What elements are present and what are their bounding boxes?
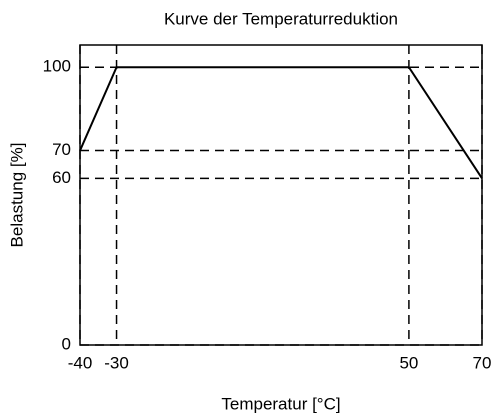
y-tick-label: 60 <box>52 168 71 187</box>
x-tick-label: -30 <box>104 353 129 372</box>
x-tick-label: -40 <box>68 353 93 372</box>
y-tick-label: 100 <box>43 57 71 76</box>
x-tick-label: 70 <box>473 353 492 372</box>
y-axis-label: Belastung [%] <box>7 143 26 248</box>
x-tick-label: 50 <box>399 353 418 372</box>
plot-frame <box>79 44 483 346</box>
y-tick-label: 0 <box>62 334 71 353</box>
y-tick-label: 70 <box>52 140 71 159</box>
data-line <box>79 66 483 179</box>
x-axis-label: Temperatur [°C] <box>221 394 340 413</box>
chart-title: Kurve der Temperaturreduktion <box>164 9 398 28</box>
